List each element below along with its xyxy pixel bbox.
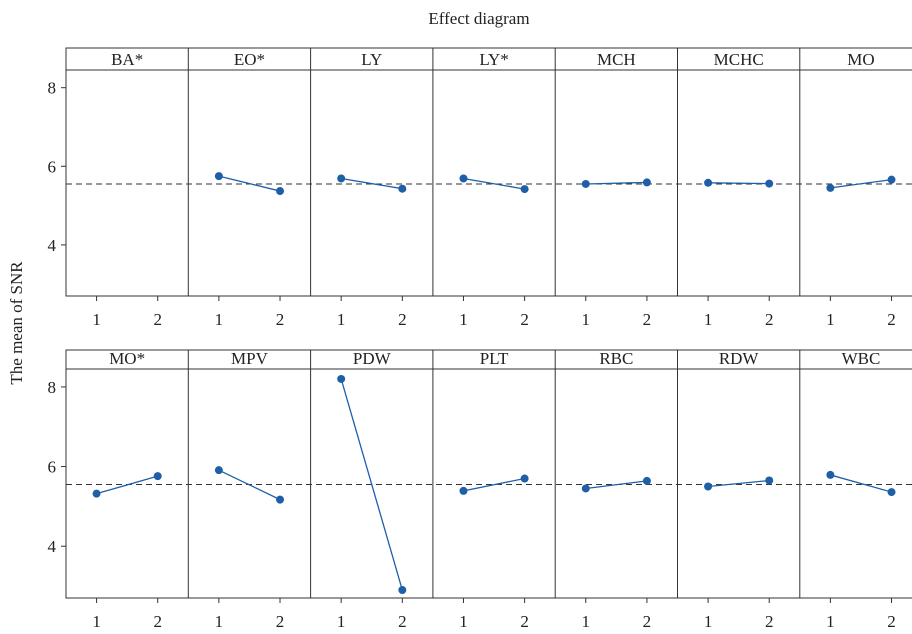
x-tick-label: 1 — [704, 612, 713, 629]
y-tick-label: 6 — [48, 157, 57, 176]
data-point — [92, 489, 101, 498]
data-point — [520, 474, 529, 483]
x-tick-label: 2 — [276, 310, 285, 329]
x-tick-label: 2 — [887, 612, 896, 629]
x-tick-label: 2 — [398, 612, 407, 629]
panel-row-frame — [65, 47, 912, 297]
panel-title: WBC — [842, 349, 881, 368]
y-tick-label: 4 — [48, 537, 57, 556]
panel-title: MCH — [597, 50, 636, 69]
panel-row-frame — [65, 349, 912, 599]
x-tick-label: 2 — [398, 310, 407, 329]
data-point — [826, 470, 835, 479]
y-tick-label: 8 — [48, 79, 57, 98]
x-tick-label: 2 — [765, 612, 774, 629]
data-point — [581, 484, 590, 493]
x-tick-label: 1 — [582, 612, 591, 629]
x-tick-label: 2 — [153, 612, 162, 629]
effect-line — [463, 477, 525, 492]
panel-title: PDW — [353, 349, 392, 368]
effect-line — [463, 177, 525, 190]
data-point — [276, 495, 285, 504]
data-point — [704, 178, 713, 187]
x-tick-label: 1 — [826, 612, 835, 629]
data-point — [214, 466, 223, 475]
x-tick-label: 1 — [582, 310, 591, 329]
data-point — [214, 172, 223, 181]
data-point — [765, 179, 774, 188]
x-tick-label: 2 — [153, 310, 162, 329]
x-tick-label: 1 — [92, 612, 101, 629]
data-point — [520, 185, 529, 194]
x-tick-label: 1 — [215, 310, 224, 329]
data-point — [459, 174, 468, 183]
effect-line — [340, 378, 403, 591]
panel-title: MO — [847, 50, 874, 69]
panel-title: PLT — [480, 349, 509, 368]
effect-line — [585, 181, 647, 185]
effect-line — [218, 469, 281, 501]
y-tick-label: 6 — [48, 458, 57, 477]
x-tick-label: 1 — [92, 310, 101, 329]
data-point — [276, 187, 285, 196]
x-tick-label: 1 — [459, 310, 468, 329]
panel-title: MO* — [109, 349, 145, 368]
effect-line — [830, 179, 892, 189]
data-point — [153, 472, 162, 481]
data-point — [337, 374, 346, 383]
x-tick-label: 1 — [337, 612, 346, 629]
x-tick-label: 1 — [337, 310, 346, 329]
y-tick-label: 8 — [48, 378, 57, 397]
panel-title: RBC — [599, 349, 633, 368]
effect-line — [830, 474, 892, 493]
effect-line — [218, 175, 281, 192]
effect-line — [341, 177, 403, 190]
data-point — [887, 175, 896, 184]
data-point — [642, 476, 651, 485]
x-tick-label: 2 — [520, 612, 529, 629]
panel-title: RDW — [719, 349, 760, 368]
effect-line — [708, 182, 770, 185]
panel-title: MCHC — [714, 50, 764, 69]
panel-title: BA* — [111, 50, 143, 69]
data-point — [337, 174, 346, 183]
x-tick-label: 1 — [826, 310, 835, 329]
data-point — [704, 482, 713, 491]
effect-line — [708, 479, 770, 488]
data-point — [398, 184, 407, 193]
x-tick-label: 2 — [276, 612, 285, 629]
y-tick-label: 4 — [48, 236, 57, 255]
data-point — [826, 183, 835, 192]
x-tick-label: 1 — [215, 612, 224, 629]
panel-title: LY — [361, 50, 382, 69]
x-tick-label: 2 — [887, 310, 896, 329]
data-point — [459, 486, 468, 495]
data-point — [581, 179, 590, 188]
data-point — [765, 476, 774, 485]
effect-line — [585, 480, 648, 490]
x-tick-label: 2 — [765, 310, 774, 329]
panel-title: EO* — [234, 50, 265, 69]
data-point — [642, 178, 651, 187]
panel-title: LY* — [479, 50, 508, 69]
x-tick-label: 2 — [520, 310, 529, 329]
y-axis-title: The mean of SNR — [7, 261, 26, 385]
panel-title: MPV — [231, 349, 269, 368]
effect-line — [96, 475, 158, 495]
data-point — [887, 488, 896, 497]
x-tick-label: 1 — [704, 310, 713, 329]
data-point — [398, 586, 407, 595]
chart-title: Effect diagram — [428, 9, 529, 28]
x-tick-label: 2 — [643, 310, 652, 329]
x-tick-label: 1 — [459, 612, 468, 629]
x-tick-label: 2 — [643, 612, 652, 629]
